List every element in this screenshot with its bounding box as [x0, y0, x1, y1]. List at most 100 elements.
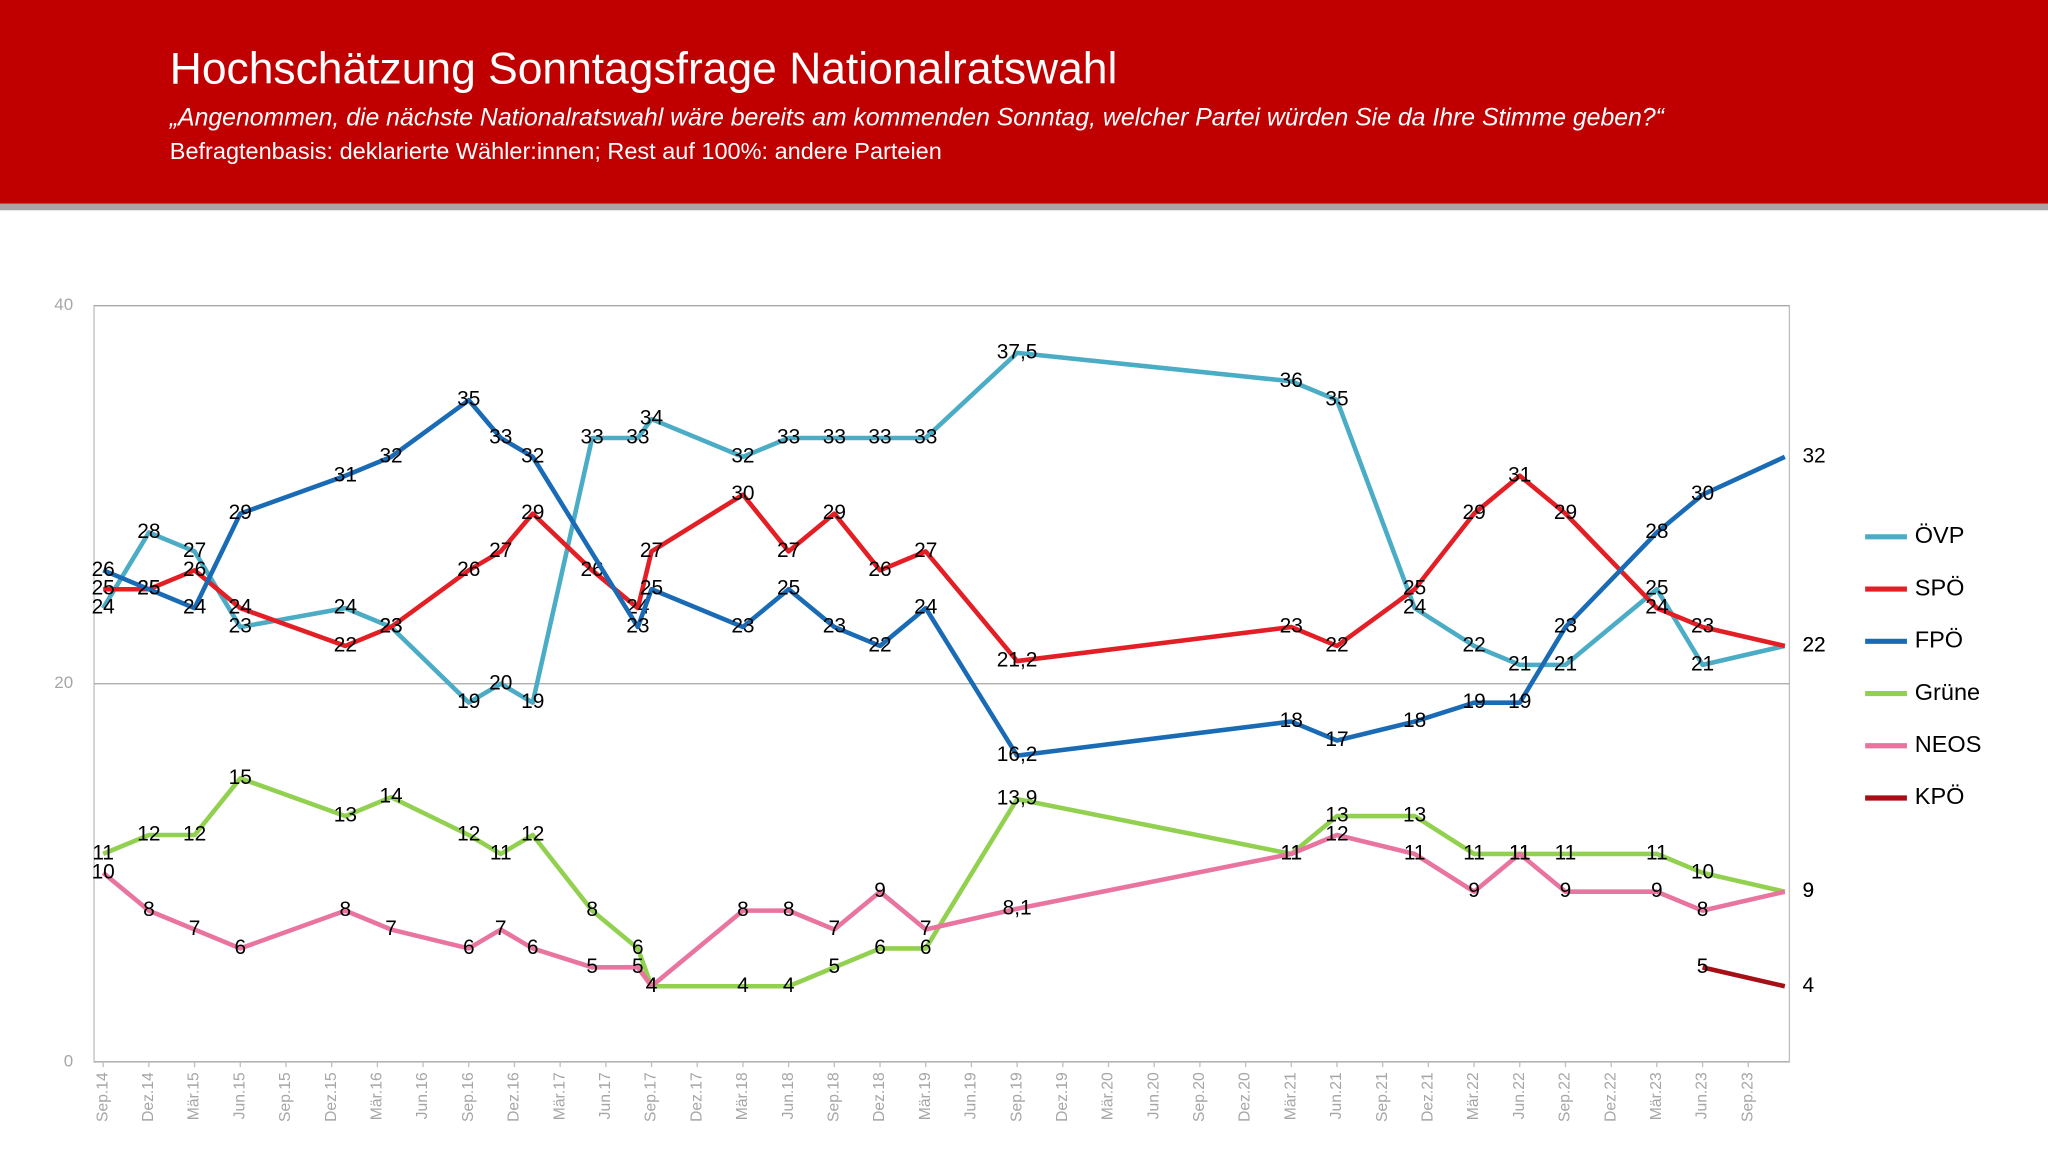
data-label: 25 — [1403, 577, 1426, 600]
data-label: 19 — [1508, 690, 1531, 713]
data-label: 37,5 — [997, 340, 1038, 363]
data-label: 23 — [823, 615, 846, 638]
data-label: 13 — [1325, 804, 1348, 827]
x-tick-label: Jun.20 — [1145, 1072, 1162, 1119]
data-label: 23 — [1691, 615, 1714, 638]
chart-title: Hochschätzung Sonntagsfrage Nationalrats… — [170, 45, 1118, 94]
data-label: 14 — [379, 785, 402, 808]
data-label: 32 — [1802, 444, 1825, 467]
data-label: 24 — [183, 596, 206, 619]
data-label: 4 — [646, 974, 658, 997]
data-label: 5 — [632, 955, 644, 978]
data-label: 21 — [1508, 652, 1531, 675]
data-label: 27 — [489, 539, 512, 562]
data-label: 13 — [334, 804, 357, 827]
data-label: 8 — [586, 898, 598, 921]
data-label: 9 — [1802, 879, 1814, 902]
data-label: 11 — [1555, 841, 1577, 864]
data-label: 29 — [229, 501, 252, 524]
data-label: 19 — [1462, 690, 1485, 713]
data-label: 12 — [183, 823, 206, 846]
data-label: 22 — [1802, 633, 1825, 656]
data-label: 4 — [783, 974, 795, 997]
legend-label: FPÖ — [1915, 627, 1963, 653]
data-label: 23 — [379, 615, 402, 638]
data-label: 26 — [457, 558, 480, 581]
data-label: 27 — [777, 539, 800, 562]
data-label: 22 — [334, 633, 357, 656]
data-label: 6 — [920, 936, 932, 959]
data-label: 25 — [137, 577, 160, 600]
series-line — [1702, 965, 1786, 989]
legend-label: KPÖ — [1915, 783, 1965, 809]
data-label: 21 — [1691, 652, 1714, 675]
header-strip — [0, 203, 2048, 211]
x-tick-label: Sep.14 — [94, 1072, 111, 1122]
data-label: 8,1 — [1003, 896, 1032, 919]
data-label: 16,2 — [997, 743, 1038, 766]
data-label: 8 — [737, 898, 749, 921]
data-label: 6 — [463, 936, 475, 959]
x-tick-label: Jun.21 — [1328, 1072, 1345, 1119]
data-label: 9 — [1560, 879, 1572, 902]
x-tick-label: Dez.16 — [506, 1072, 523, 1122]
data-label: 33 — [868, 425, 891, 448]
legend-label: SPÖ — [1915, 574, 1965, 600]
data-label: 13,9 — [997, 787, 1038, 810]
data-label: 19 — [521, 690, 544, 713]
x-tick-label: Jun.18 — [780, 1072, 797, 1119]
series-line — [101, 832, 1786, 989]
x-tick-label: Dez.14 — [140, 1072, 157, 1122]
data-label: 27 — [183, 539, 206, 562]
x-tick-label: Dez.19 — [1054, 1072, 1071, 1122]
data-label: 7 — [495, 917, 507, 940]
data-label: 11 — [490, 841, 512, 864]
data-label: 26 — [92, 558, 115, 581]
data-label: 11 — [1646, 841, 1668, 864]
x-tick-label: Mär.20 — [1100, 1072, 1117, 1120]
data-label: 25 — [640, 577, 663, 600]
x-tick-label: Sep.16 — [460, 1072, 477, 1122]
data-label: 33 — [914, 425, 937, 448]
x-tick-label: Mär.22 — [1465, 1072, 1482, 1120]
data-label: 21 — [1554, 652, 1577, 675]
data-label: 32 — [521, 444, 544, 467]
data-label: 20 — [489, 671, 512, 694]
x-tick-label: Sep.18 — [825, 1072, 842, 1122]
data-label: 30 — [731, 482, 754, 505]
data-label: 22 — [1325, 633, 1348, 656]
data-label: 28 — [1645, 520, 1668, 543]
data-label: 13 — [1403, 804, 1426, 827]
data-label: 5 — [829, 955, 841, 978]
data-label: 25 — [1645, 577, 1668, 600]
data-label: 11 — [92, 841, 114, 864]
data-label: 29 — [1554, 501, 1577, 524]
x-tick-label: Mär.15 — [186, 1072, 203, 1120]
x-tick-label: Dez.15 — [323, 1072, 340, 1122]
series-line — [103, 473, 1786, 664]
data-label: 22 — [868, 633, 891, 656]
data-label: 33 — [581, 425, 604, 448]
data-label: 6 — [527, 936, 539, 959]
data-label: 8 — [1697, 898, 1709, 921]
header-band — [0, 0, 2048, 204]
data-label: 23 — [626, 615, 649, 638]
legend-label: Grüne — [1915, 679, 1980, 705]
series-line — [101, 350, 1786, 705]
data-label: 7 — [829, 917, 841, 940]
data-label: 4 — [737, 974, 749, 997]
data-label: 5 — [586, 955, 598, 978]
data-label: 11 — [1404, 841, 1426, 864]
data-label: 23 — [1554, 615, 1577, 638]
data-label: 11 — [1509, 841, 1531, 864]
x-tick-label: Jun.15 — [231, 1072, 248, 1119]
data-label: 9 — [1468, 879, 1480, 902]
data-label: 32 — [731, 444, 754, 467]
chart-note: Befragtenbasis: deklarierte Wähler:innen… — [170, 138, 942, 164]
x-tick-label: Sep.21 — [1374, 1072, 1391, 1122]
data-label: 18 — [1403, 709, 1426, 732]
x-tick-label: Sep.22 — [1557, 1072, 1574, 1122]
x-tick-label: Mär.16 — [369, 1072, 386, 1120]
x-tick-label: Mär.17 — [551, 1072, 568, 1120]
data-label: 25 — [92, 577, 115, 600]
